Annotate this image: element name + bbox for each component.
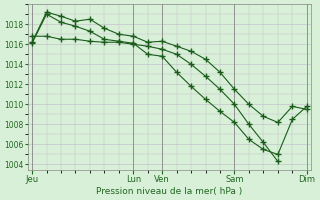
X-axis label: Pression niveau de la mer( hPa ): Pression niveau de la mer( hPa ) xyxy=(96,187,243,196)
